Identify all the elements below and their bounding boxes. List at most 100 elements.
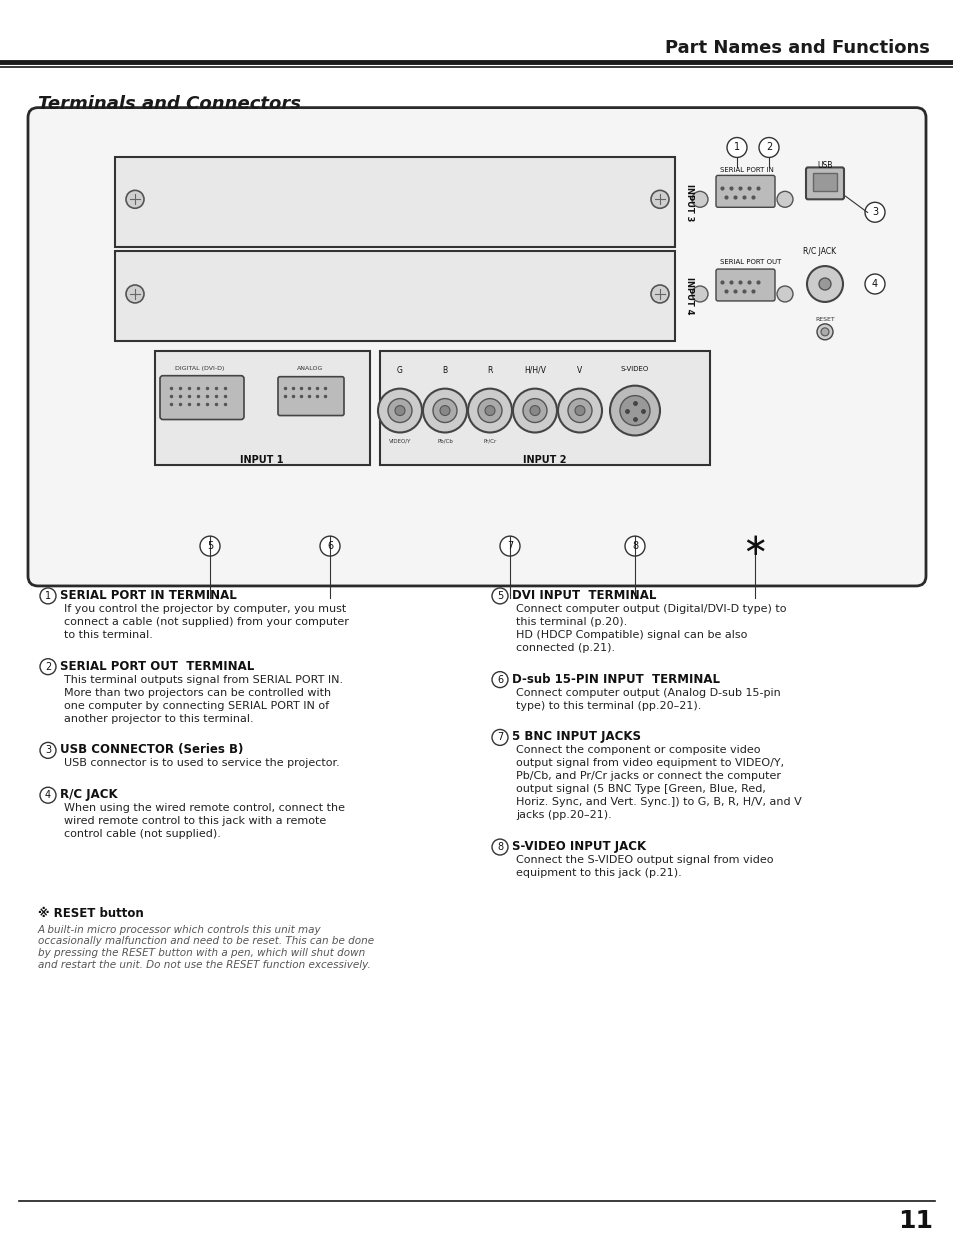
Text: Part Names and Functions: Part Names and Functions [664, 38, 929, 57]
Circle shape [776, 287, 792, 301]
Text: 4: 4 [45, 790, 51, 800]
Text: H/H/V: H/H/V [523, 366, 545, 374]
Circle shape [513, 389, 557, 432]
Circle shape [40, 742, 56, 758]
Circle shape [40, 658, 56, 674]
Text: another projector to this terminal.: another projector to this terminal. [64, 714, 253, 724]
Text: INPUT 4: INPUT 4 [685, 277, 694, 315]
Text: ※ RESET button: ※ RESET button [38, 906, 144, 920]
Circle shape [650, 190, 668, 209]
Text: to this terminal.: to this terminal. [64, 630, 152, 640]
Text: 7: 7 [497, 732, 502, 742]
Text: S-VIDEO INPUT JACK: S-VIDEO INPUT JACK [512, 840, 645, 853]
Circle shape [806, 266, 842, 301]
FancyBboxPatch shape [28, 107, 925, 585]
FancyBboxPatch shape [277, 377, 344, 415]
Circle shape [726, 137, 746, 157]
Circle shape [422, 389, 467, 432]
Text: 8: 8 [497, 842, 502, 852]
Circle shape [821, 327, 828, 336]
Text: G: G [396, 366, 402, 374]
Circle shape [395, 405, 405, 415]
Circle shape [522, 399, 546, 422]
Text: Connect the S-VIDEO output signal from video: Connect the S-VIDEO output signal from v… [516, 855, 773, 864]
Text: 7: 7 [506, 541, 513, 551]
Text: HD (HDCP Compatible) signal can be also: HD (HDCP Compatible) signal can be also [516, 630, 746, 640]
Circle shape [319, 536, 339, 556]
Text: 3: 3 [871, 207, 877, 217]
Text: SERIAL PORT IN: SERIAL PORT IN [720, 168, 773, 173]
Text: ∗: ∗ [741, 531, 767, 561]
Circle shape [530, 405, 539, 415]
Circle shape [864, 203, 884, 222]
Circle shape [499, 536, 519, 556]
Text: 4: 4 [871, 279, 877, 289]
Text: 6: 6 [327, 541, 333, 551]
FancyBboxPatch shape [160, 375, 244, 420]
Circle shape [377, 389, 421, 432]
Text: More than two projectors can be controlled with: More than two projectors can be controll… [64, 688, 331, 698]
Text: A built-in micro processor which controls this unit may
occasionally malfunction: A built-in micro processor which control… [38, 925, 374, 969]
Circle shape [816, 324, 832, 340]
Text: ANALOG: ANALOG [296, 366, 323, 370]
Text: 1: 1 [45, 590, 51, 601]
Bar [379, 351, 709, 466]
Circle shape [759, 137, 779, 157]
Text: 5 BNC INPUT JACKS: 5 BNC INPUT JACKS [512, 730, 640, 743]
Circle shape [619, 395, 649, 426]
Text: type) to this terminal (pp.20–21).: type) to this terminal (pp.20–21). [516, 700, 700, 710]
Circle shape [575, 405, 584, 415]
Text: Connect the component or composite video: Connect the component or composite video [516, 746, 760, 756]
Text: wired remote control to this jack with a remote: wired remote control to this jack with a… [64, 816, 326, 826]
Bar [115, 157, 675, 247]
Text: one computer by connecting SERIAL PORT IN of: one computer by connecting SERIAL PORT I… [64, 700, 329, 710]
Text: INPUT 3: INPUT 3 [685, 184, 694, 221]
Circle shape [691, 191, 707, 207]
Text: Pb/Cb: Pb/Cb [436, 438, 453, 443]
Text: 2: 2 [765, 142, 771, 152]
Text: SERIAL PORT IN TERMINAL: SERIAL PORT IN TERMINAL [60, 589, 236, 601]
Text: INPUT 2: INPUT 2 [522, 456, 566, 466]
Text: Connect computer output (Analog D-sub 15-pin: Connect computer output (Analog D-sub 15… [516, 688, 780, 698]
Text: output signal from video equipment to VIDEO/Y,: output signal from video equipment to VI… [516, 758, 783, 768]
Circle shape [40, 787, 56, 803]
Circle shape [126, 285, 144, 303]
Text: 6: 6 [497, 674, 502, 684]
Text: output signal (5 BNC Type [Green, Blue, Red,: output signal (5 BNC Type [Green, Blue, … [516, 784, 765, 794]
Circle shape [492, 730, 507, 746]
Text: R: R [487, 366, 492, 374]
Text: D-sub 15-PIN INPUT  TERMINAL: D-sub 15-PIN INPUT TERMINAL [512, 673, 720, 685]
Circle shape [776, 191, 792, 207]
Circle shape [567, 399, 592, 422]
Circle shape [624, 536, 644, 556]
Circle shape [818, 278, 830, 290]
Circle shape [609, 385, 659, 436]
Text: Horiz. Sync, and Vert. Sync.]) to G, B, R, H/V, and V: Horiz. Sync, and Vert. Sync.]) to G, B, … [516, 798, 801, 808]
Circle shape [40, 588, 56, 604]
Text: 8: 8 [631, 541, 638, 551]
Text: R/C JACK: R/C JACK [60, 788, 117, 802]
Text: 5: 5 [207, 541, 213, 551]
Text: jacks (pp.20–21).: jacks (pp.20–21). [516, 810, 611, 820]
Text: SERIAL PORT OUT: SERIAL PORT OUT [720, 259, 781, 266]
Text: INPUT 1: INPUT 1 [240, 456, 283, 466]
Text: 1: 1 [733, 142, 740, 152]
Text: VIDEO/Y: VIDEO/Y [389, 438, 411, 443]
Circle shape [650, 285, 668, 303]
Text: Pb/Cb, and Pr/Cr jacks or connect the computer: Pb/Cb, and Pr/Cr jacks or connect the co… [516, 772, 781, 782]
FancyBboxPatch shape [805, 168, 843, 199]
Text: B: B [442, 366, 447, 374]
Circle shape [492, 588, 507, 604]
Circle shape [558, 389, 601, 432]
Text: Pr/Cr: Pr/Cr [483, 438, 497, 443]
Circle shape [492, 672, 507, 688]
Text: 3: 3 [45, 746, 51, 756]
Text: SERIAL PORT OUT  TERMINAL: SERIAL PORT OUT TERMINAL [60, 659, 254, 673]
Circle shape [468, 389, 512, 432]
Text: USB CONNECTOR (Series B): USB CONNECTOR (Series B) [60, 743, 243, 756]
Text: V: V [577, 366, 582, 374]
Text: If you control the projector by computer, you must: If you control the projector by computer… [64, 604, 346, 614]
Text: connect a cable (not supplied) from your computer: connect a cable (not supplied) from your… [64, 616, 349, 627]
Circle shape [484, 405, 495, 415]
Circle shape [439, 405, 450, 415]
